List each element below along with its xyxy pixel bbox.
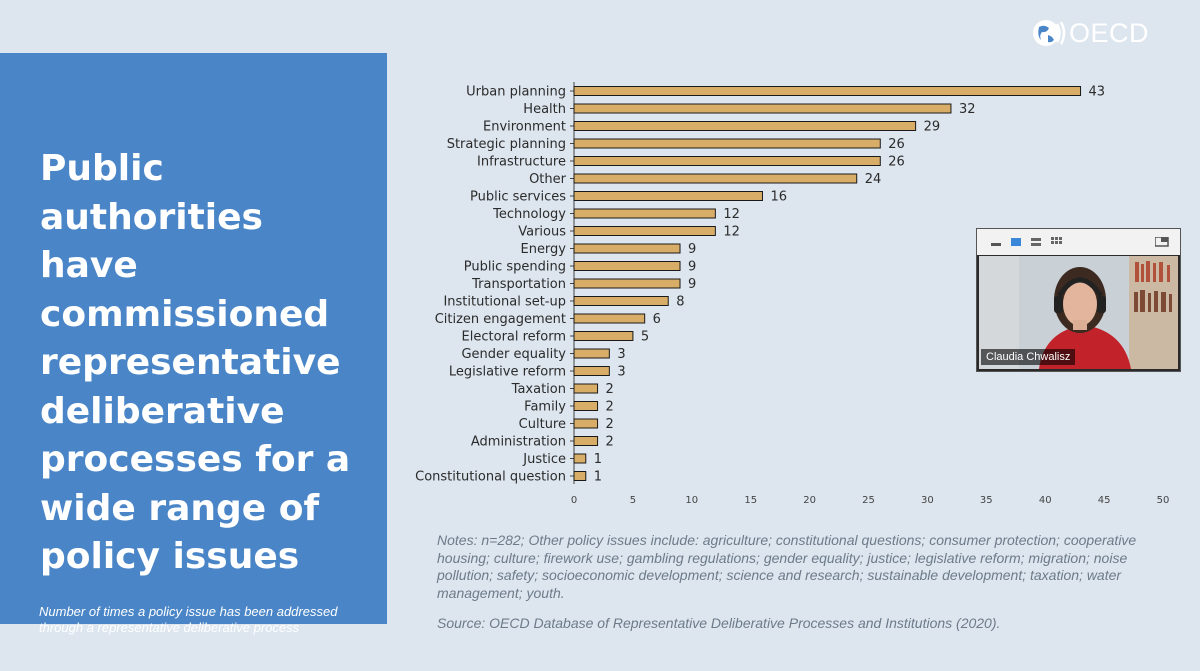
category-label: Environment <box>483 120 566 135</box>
bar <box>573 191 763 201</box>
bar <box>573 173 858 184</box>
x-tick-label: 40 <box>1039 495 1052 506</box>
data-label: 2 <box>606 382 614 397</box>
data-label: 24 <box>865 172 882 187</box>
x-tick-label: 30 <box>921 495 934 506</box>
headline: Public authorities have commissioned rep… <box>40 148 351 577</box>
chart-notes: Notes: n=282; Other policy issues includ… <box>437 532 1137 601</box>
video-window[interactable]: Claudia Chwalisz <box>976 228 1181 372</box>
minimize-icon[interactable] <box>991 237 1003 247</box>
data-label: 3 <box>617 347 625 362</box>
x-tick-label: 5 <box>630 495 636 506</box>
category-label: Public services <box>470 190 566 205</box>
category-label: Strategic planning <box>447 137 566 152</box>
participant-image <box>979 256 1178 369</box>
data-label: 2 <box>606 400 614 415</box>
data-label: 9 <box>688 277 696 292</box>
bar <box>573 296 669 306</box>
bar <box>573 366 610 376</box>
data-label: 9 <box>688 260 696 275</box>
data-label: 12 <box>723 207 740 222</box>
x-tick-label: 10 <box>685 495 698 506</box>
bar <box>573 121 917 131</box>
x-tick-label: 50 <box>1157 495 1170 506</box>
category-label: Legislative reform <box>449 365 566 380</box>
data-label: 26 <box>888 155 905 170</box>
category-label: Culture <box>519 417 566 432</box>
bar <box>573 453 587 464</box>
strip-view-icon[interactable] <box>1031 237 1043 247</box>
bar <box>573 243 681 254</box>
x-tick-label: 20 <box>803 495 816 506</box>
bar <box>573 103 952 114</box>
data-label: 12 <box>723 225 740 240</box>
logo-text: OECD <box>1069 17 1150 48</box>
category-label: Administration <box>471 435 566 450</box>
speaker-view-icon[interactable] <box>1011 237 1023 247</box>
x-tick-label: 25 <box>862 495 875 506</box>
data-label: 3 <box>617 365 625 380</box>
bar <box>573 313 646 324</box>
bar <box>573 278 681 289</box>
category-label: Institutional set-up <box>443 295 566 310</box>
chart-source: Source: OECD Database of Representative … <box>437 615 1001 631</box>
bar <box>573 348 610 359</box>
category-label: Justice <box>522 452 566 467</box>
bar <box>573 208 716 219</box>
category-label: Energy <box>520 242 566 257</box>
data-label: 32 <box>959 102 976 117</box>
expand-icon[interactable] <box>1155 237 1169 247</box>
x-tick-label: 0 <box>571 495 577 506</box>
bar <box>573 86 1082 96</box>
data-label: 1 <box>594 470 602 485</box>
category-label: Public spending <box>464 260 566 275</box>
category-label: Infrastructure <box>477 155 566 170</box>
bar <box>573 418 599 429</box>
category-label: Other <box>529 172 567 187</box>
category-label: Citizen engagement <box>435 312 566 327</box>
data-label: 9 <box>688 242 696 257</box>
gallery-view-icon[interactable] <box>1051 237 1063 247</box>
x-tick-label: 15 <box>744 495 757 506</box>
video-toolbar <box>977 229 1180 255</box>
x-tick-label: 35 <box>980 495 993 506</box>
data-label: 29 <box>924 120 941 135</box>
category-label: Constitutional question <box>415 470 566 485</box>
data-label: 2 <box>606 417 614 432</box>
data-label: 43 <box>1089 85 1106 100</box>
data-label: 6 <box>653 312 661 327</box>
category-label: Taxation <box>511 382 566 397</box>
data-label: 5 <box>641 330 649 345</box>
category-label: Various <box>518 225 566 240</box>
category-label: Electoral reform <box>462 330 566 345</box>
bar <box>573 261 681 271</box>
bar <box>573 436 599 446</box>
bar <box>573 226 716 236</box>
participant-video: Claudia Chwalisz <box>979 256 1178 369</box>
category-label: Health <box>523 102 566 117</box>
x-tick-label: 45 <box>1098 495 1111 506</box>
data-label: 16 <box>770 190 787 205</box>
bar <box>573 471 587 481</box>
data-label: 2 <box>606 435 614 450</box>
title-panel: Public authorities have commissioned rep… <box>0 53 387 635</box>
data-label: 8 <box>676 295 684 310</box>
globe-icon <box>1033 20 1066 46</box>
category-label: Family <box>524 400 566 415</box>
bar <box>573 401 599 411</box>
bar <box>573 138 881 149</box>
subcaption: Number of times a policy issue has been … <box>39 604 338 635</box>
oecd-logo: OECD <box>1031 15 1149 51</box>
category-label: Transportation <box>471 277 566 292</box>
participant-name: Claudia Chwalisz <box>981 349 1076 365</box>
data-label: 26 <box>888 137 905 152</box>
category-label: Technology <box>492 207 566 222</box>
data-label: 1 <box>594 452 602 467</box>
bar <box>573 156 881 166</box>
category-label: Urban planning <box>466 85 566 100</box>
category-label: Gender equality <box>461 347 566 362</box>
bar <box>573 331 634 341</box>
bar <box>573 383 599 394</box>
